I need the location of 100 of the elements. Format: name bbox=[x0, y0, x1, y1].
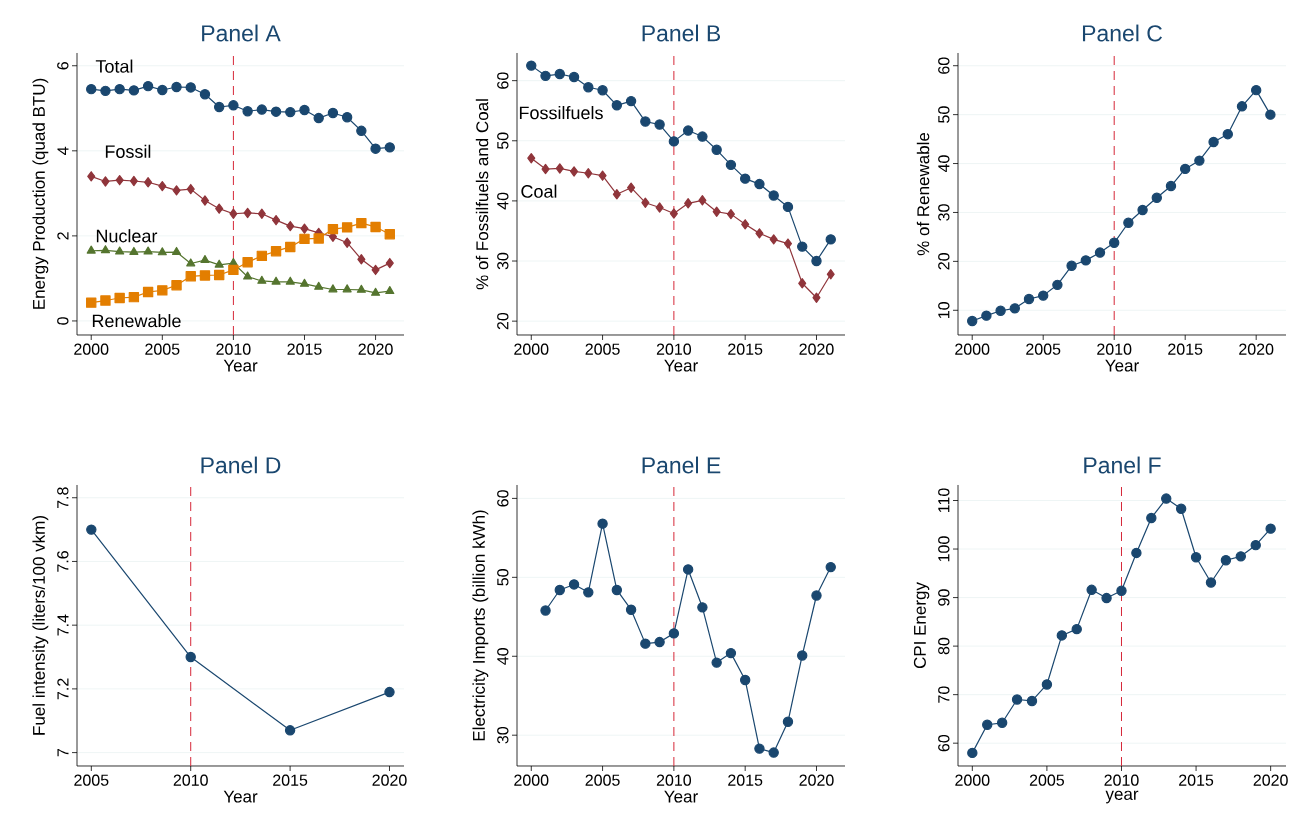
point bbox=[1056, 630, 1068, 641]
point bbox=[1080, 255, 1091, 266]
point bbox=[370, 221, 381, 233]
point bbox=[967, 315, 978, 327]
point bbox=[129, 246, 139, 255]
x-tick-label: 2005 bbox=[585, 343, 620, 355]
point bbox=[257, 275, 267, 284]
point bbox=[568, 579, 580, 590]
x-tick-label: 2005 bbox=[1026, 343, 1061, 355]
point bbox=[86, 297, 97, 308]
x-tick-label: 2005 bbox=[1029, 774, 1065, 786]
point bbox=[199, 89, 211, 100]
point bbox=[86, 524, 97, 535]
point bbox=[655, 202, 664, 213]
point bbox=[739, 674, 751, 686]
y-tick-label: 7 bbox=[57, 748, 69, 757]
point bbox=[200, 195, 210, 206]
point bbox=[1052, 279, 1063, 291]
x-tick-label: 2020 bbox=[799, 774, 834, 786]
chart-title: Panel E bbox=[642, 456, 721, 474]
point bbox=[114, 292, 125, 304]
point bbox=[128, 291, 140, 303]
point bbox=[256, 104, 268, 115]
y-tick-label: 60 bbox=[497, 72, 509, 89]
point bbox=[640, 116, 651, 127]
point bbox=[540, 605, 551, 616]
point bbox=[243, 207, 252, 219]
point bbox=[826, 269, 835, 280]
point bbox=[1038, 290, 1049, 301]
point bbox=[229, 208, 238, 219]
point bbox=[1250, 84, 1262, 96]
point bbox=[584, 168, 593, 179]
point bbox=[981, 310, 992, 321]
point bbox=[697, 602, 708, 613]
series-label: Total bbox=[95, 59, 133, 73]
y-tick-label: 110 bbox=[938, 488, 950, 513]
point bbox=[185, 651, 196, 663]
x-axis-title: year bbox=[1105, 790, 1139, 804]
point bbox=[100, 245, 111, 254]
point bbox=[627, 182, 636, 193]
point bbox=[313, 233, 324, 244]
point bbox=[741, 219, 750, 230]
point bbox=[725, 647, 737, 659]
point bbox=[1009, 303, 1020, 314]
point bbox=[87, 171, 96, 182]
point bbox=[115, 174, 124, 186]
point bbox=[1026, 695, 1038, 707]
point bbox=[385, 257, 394, 269]
point bbox=[86, 245, 96, 254]
point bbox=[158, 180, 167, 192]
point bbox=[526, 60, 537, 71]
y-tick-label: 90 bbox=[938, 589, 950, 606]
point bbox=[568, 71, 580, 83]
point bbox=[1235, 551, 1247, 562]
x-tick-label: 2015 bbox=[1168, 343, 1203, 355]
point bbox=[285, 276, 295, 285]
series-label: Renewable bbox=[92, 314, 181, 328]
x-tick-label: 2010 bbox=[216, 343, 251, 355]
point bbox=[314, 281, 324, 290]
point bbox=[228, 264, 239, 276]
point bbox=[1066, 260, 1077, 271]
x-tick-label: 2015 bbox=[273, 774, 308, 786]
y-axis-title: % of Fossilfuels and Coal bbox=[475, 99, 489, 290]
point bbox=[100, 295, 111, 306]
point bbox=[797, 241, 808, 252]
point bbox=[327, 223, 339, 235]
point bbox=[1161, 493, 1172, 504]
point bbox=[143, 246, 153, 255]
x-tick-label: 2000 bbox=[514, 774, 549, 786]
point bbox=[1236, 101, 1248, 112]
point bbox=[185, 271, 196, 282]
point bbox=[967, 747, 978, 759]
point bbox=[1123, 217, 1134, 228]
point bbox=[1190, 552, 1202, 563]
point bbox=[782, 716, 794, 727]
y-tick-label: 60 bbox=[497, 490, 509, 507]
point bbox=[242, 257, 253, 268]
y-tick-label: 60 bbox=[938, 734, 950, 752]
point bbox=[682, 564, 694, 575]
x-tick-label: 2015 bbox=[728, 343, 763, 355]
x-tick-label: 2015 bbox=[728, 774, 763, 786]
y-axis-title: % of Renewable bbox=[916, 132, 930, 256]
x-axis-title: Year bbox=[664, 790, 698, 803]
y-tick-label: 40 bbox=[938, 155, 950, 173]
x-axis-title: Year bbox=[223, 359, 258, 372]
y-tick-label: 10 bbox=[938, 302, 950, 318]
point bbox=[782, 201, 794, 213]
y-tick-label: 7.6 bbox=[57, 551, 69, 572]
point bbox=[755, 228, 764, 239]
x-tick-label: 2000 bbox=[74, 343, 109, 355]
y-tick-label: 50 bbox=[497, 132, 509, 150]
point bbox=[341, 112, 353, 123]
point bbox=[570, 166, 579, 177]
point bbox=[1250, 539, 1261, 551]
point bbox=[384, 686, 395, 698]
point bbox=[583, 587, 594, 598]
point bbox=[371, 264, 380, 276]
x-tick-label: 2020 bbox=[1239, 343, 1274, 355]
point bbox=[725, 159, 737, 171]
y-tick-label: 20 bbox=[497, 312, 509, 330]
